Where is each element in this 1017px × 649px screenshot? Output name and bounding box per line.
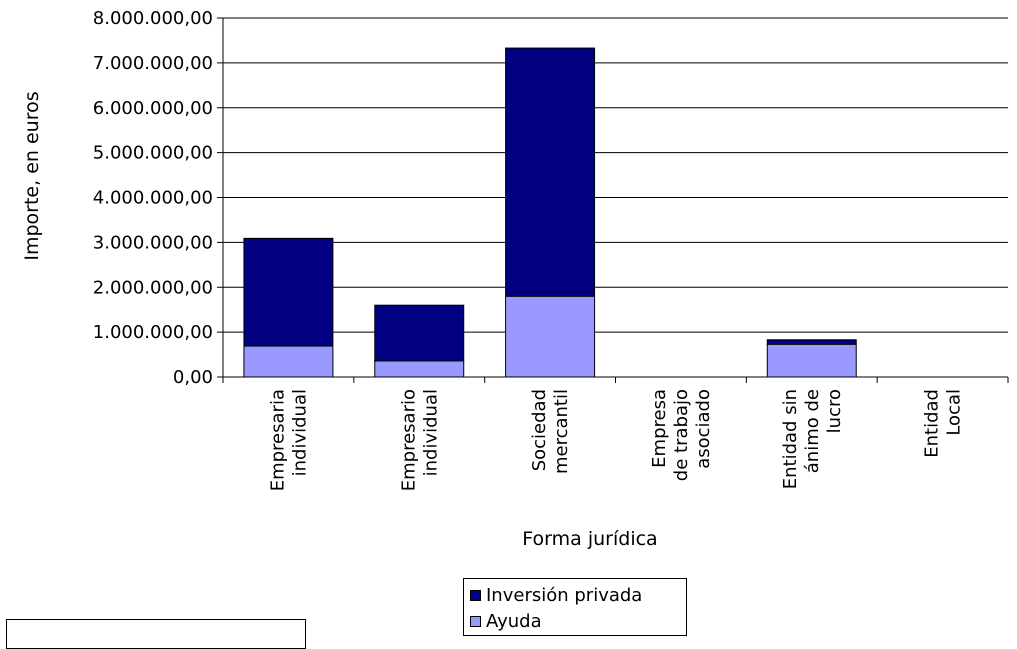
x-tick-label: lucro [824,389,845,433]
stacked-bar-chart: 0,00 1.000.000,00 2.000.000,00 3.000.000,00… [21,8,1009,550]
y-tick-label: 1.000.000,00 [93,322,213,343]
x-tick-label: Entidad [922,389,943,458]
axes [222,18,1009,383]
x-tick-label: ánimo de [802,389,823,473]
x-tick-label: Entidad sin [780,389,801,489]
legend-swatch-ayuda [470,615,481,627]
y-tick-label: 3.000.000,00 [93,232,213,253]
legend: Inversión privada Ayuda [463,578,687,636]
x-tick-label: individual [289,389,310,476]
bar-segment-inversion [505,47,596,297]
x-tick-label: Sociedad [529,389,550,471]
x-axis-title: Forma jurídica [522,528,657,550]
bar-segment-inversion [243,237,334,347]
x-tick-label: de trabajo [671,389,692,481]
x-tick-label: Local [944,389,965,436]
x-tick-labels: Empresaria individual Empresario individual… [267,389,964,491]
x-tick-label: Empresaria [267,389,288,491]
bar-segment-ayuda [243,345,334,378]
y-tick-label: 2.000.000,00 [93,277,213,298]
y-tick-label: 8.000.000,00 [93,8,213,29]
y-tick-label: 4.000.000,00 [93,188,213,209]
bar-segment-ayuda [374,360,465,378]
y-tick-label: 5.000.000,00 [93,143,213,164]
legend-item-ayuda: Ayuda [470,608,542,634]
gridlines [217,17,1008,378]
x-tick-label: asociado [693,389,714,469]
bar-segment-ayuda [766,343,857,378]
bars [243,47,857,378]
x-tick-label: individual [420,389,441,476]
legend-label-ayuda: Ayuda [486,610,542,632]
legend-item-inversion: Inversión privada [470,582,642,608]
bar-segment-inversion [766,339,857,345]
y-tick-label: 6.000.000,00 [93,98,213,119]
bar-segment-inversion [374,304,465,362]
y-axis-title: Importe, en euros [21,91,43,260]
y-tick-labels: 0,00 1.000.000,00 2.000.000,00 3.000.000,00… [93,8,213,388]
legend-swatch-inversion [470,589,481,601]
x-tick-label: mercantil [551,389,572,474]
y-tick-label: 7.000.000,00 [93,53,213,74]
x-tick-label: Empresario [398,389,419,491]
bar-segment-ayuda [505,295,596,378]
empty-frame [6,619,306,649]
x-tick-label: Empresa [649,389,670,468]
y-tick-label: 0,00 [173,367,213,388]
legend-label-inversion: Inversión privada [486,584,643,606]
